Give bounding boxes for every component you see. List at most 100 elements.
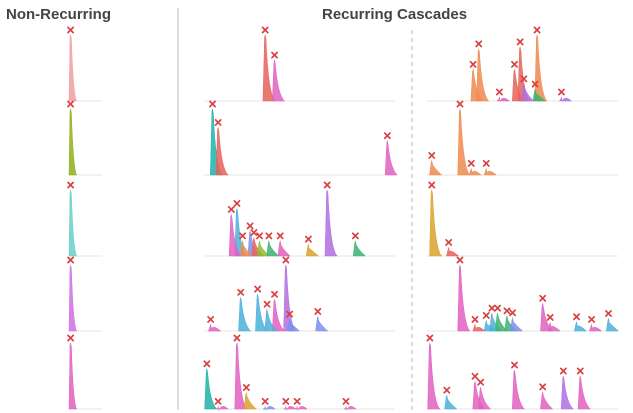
peak-marker — [531, 80, 539, 88]
peak-area — [483, 320, 497, 332]
peak-marker — [261, 26, 269, 34]
cascade-plot-non-recurring-row-4 — [67, 256, 102, 332]
peak-area — [470, 69, 484, 102]
peak-area — [574, 321, 588, 332]
peak-marker — [456, 256, 464, 264]
non-recurring-header: Non-Recurring — [6, 6, 111, 23]
peak-area — [272, 60, 286, 102]
peak-marker — [469, 60, 477, 68]
peak-area — [215, 127, 229, 176]
peak-area — [204, 368, 218, 410]
peak-marker — [588, 315, 596, 323]
peak-marker — [471, 372, 479, 380]
peak-marker — [239, 232, 247, 240]
peak-area — [277, 240, 291, 257]
peak-area — [384, 140, 399, 176]
peak-area — [540, 391, 554, 410]
cascade-plots — [67, 26, 620, 412]
peak-marker — [265, 232, 273, 240]
peak-area — [240, 240, 254, 257]
peak-marker — [286, 310, 294, 318]
peak-marker — [233, 334, 241, 342]
peak-area — [468, 168, 482, 176]
cascade-plot-non-recurring-row-2 — [67, 100, 102, 176]
peak-area — [476, 48, 490, 102]
peak-area — [68, 108, 78, 176]
peak-area — [532, 89, 546, 102]
peak-area — [496, 96, 511, 102]
peak-marker — [520, 75, 528, 83]
peak-marker — [314, 308, 322, 315]
peak-marker — [428, 181, 436, 189]
peak-marker — [209, 100, 216, 108]
peak-marker — [256, 232, 263, 240]
peak-marker — [227, 205, 235, 213]
peak-marker — [503, 307, 511, 315]
cascade-plot-recurring-a-row-4 — [204, 256, 395, 332]
cascade-plot-non-recurring-row-5 — [67, 334, 102, 410]
peak-area — [283, 406, 297, 412]
peak-marker — [445, 238, 453, 246]
peak-area — [429, 189, 443, 257]
peak-marker — [559, 367, 567, 375]
peak-area — [577, 375, 591, 410]
peak-area — [444, 395, 458, 410]
peak-marker — [282, 397, 290, 405]
cascade-plot-recurring-b-row-2 — [427, 100, 618, 176]
recurring-cascades-header: Recurring Cascades — [322, 6, 468, 23]
peak-area — [315, 316, 329, 332]
peak-area — [558, 96, 573, 102]
peak-marker — [576, 367, 584, 375]
peak-marker — [539, 294, 547, 302]
peak-area — [68, 342, 78, 410]
peak-marker — [482, 311, 490, 319]
peak-marker — [293, 397, 301, 405]
peak-marker — [428, 152, 436, 159]
cascade-plot-recurring-a-row-1 — [204, 26, 395, 102]
peak-area — [589, 324, 603, 332]
peak-marker — [383, 132, 391, 140]
peak-marker — [304, 235, 312, 243]
peak-area — [605, 318, 620, 332]
peak-area — [324, 189, 338, 257]
peak-marker — [271, 290, 279, 298]
peak-marker — [67, 181, 75, 189]
peak-area — [547, 322, 561, 332]
peak-area — [294, 406, 308, 412]
cascade-plot-non-recurring-row-1 — [67, 26, 102, 102]
peak-marker — [558, 88, 565, 96]
peak-marker — [351, 232, 359, 240]
peak-marker — [214, 397, 222, 405]
peak-area — [68, 34, 78, 102]
peak-area — [510, 317, 524, 332]
peak-marker — [203, 360, 211, 368]
peak-marker — [516, 38, 524, 46]
peak-marker — [254, 285, 262, 293]
cascade-plot-recurring-a-row-2 — [204, 100, 399, 176]
peak-marker — [250, 229, 258, 236]
peak-area — [472, 324, 486, 332]
peak-marker — [242, 384, 250, 391]
peak-marker — [261, 397, 269, 405]
peak-marker — [573, 313, 580, 321]
peak-marker — [67, 256, 75, 264]
peak-area — [534, 34, 548, 102]
peak-marker — [426, 334, 434, 342]
peak-area — [287, 319, 301, 332]
cascade-plot-recurring-b-row-3 — [427, 181, 618, 257]
peak-area — [512, 369, 526, 410]
peak-marker — [67, 334, 75, 342]
peak-area — [266, 240, 280, 257]
cascade-plot-non-recurring-row-3 — [67, 181, 102, 257]
peak-area — [343, 406, 357, 412]
peak-marker — [494, 304, 502, 312]
peak-marker — [488, 304, 496, 312]
peak-marker — [495, 88, 503, 96]
peak-marker — [233, 200, 241, 207]
peak-marker — [323, 181, 331, 189]
peak-marker — [511, 60, 518, 68]
cascade-plot-recurring-b-row-4 — [427, 256, 620, 332]
peak-marker — [443, 386, 451, 394]
peak-area — [243, 392, 258, 410]
